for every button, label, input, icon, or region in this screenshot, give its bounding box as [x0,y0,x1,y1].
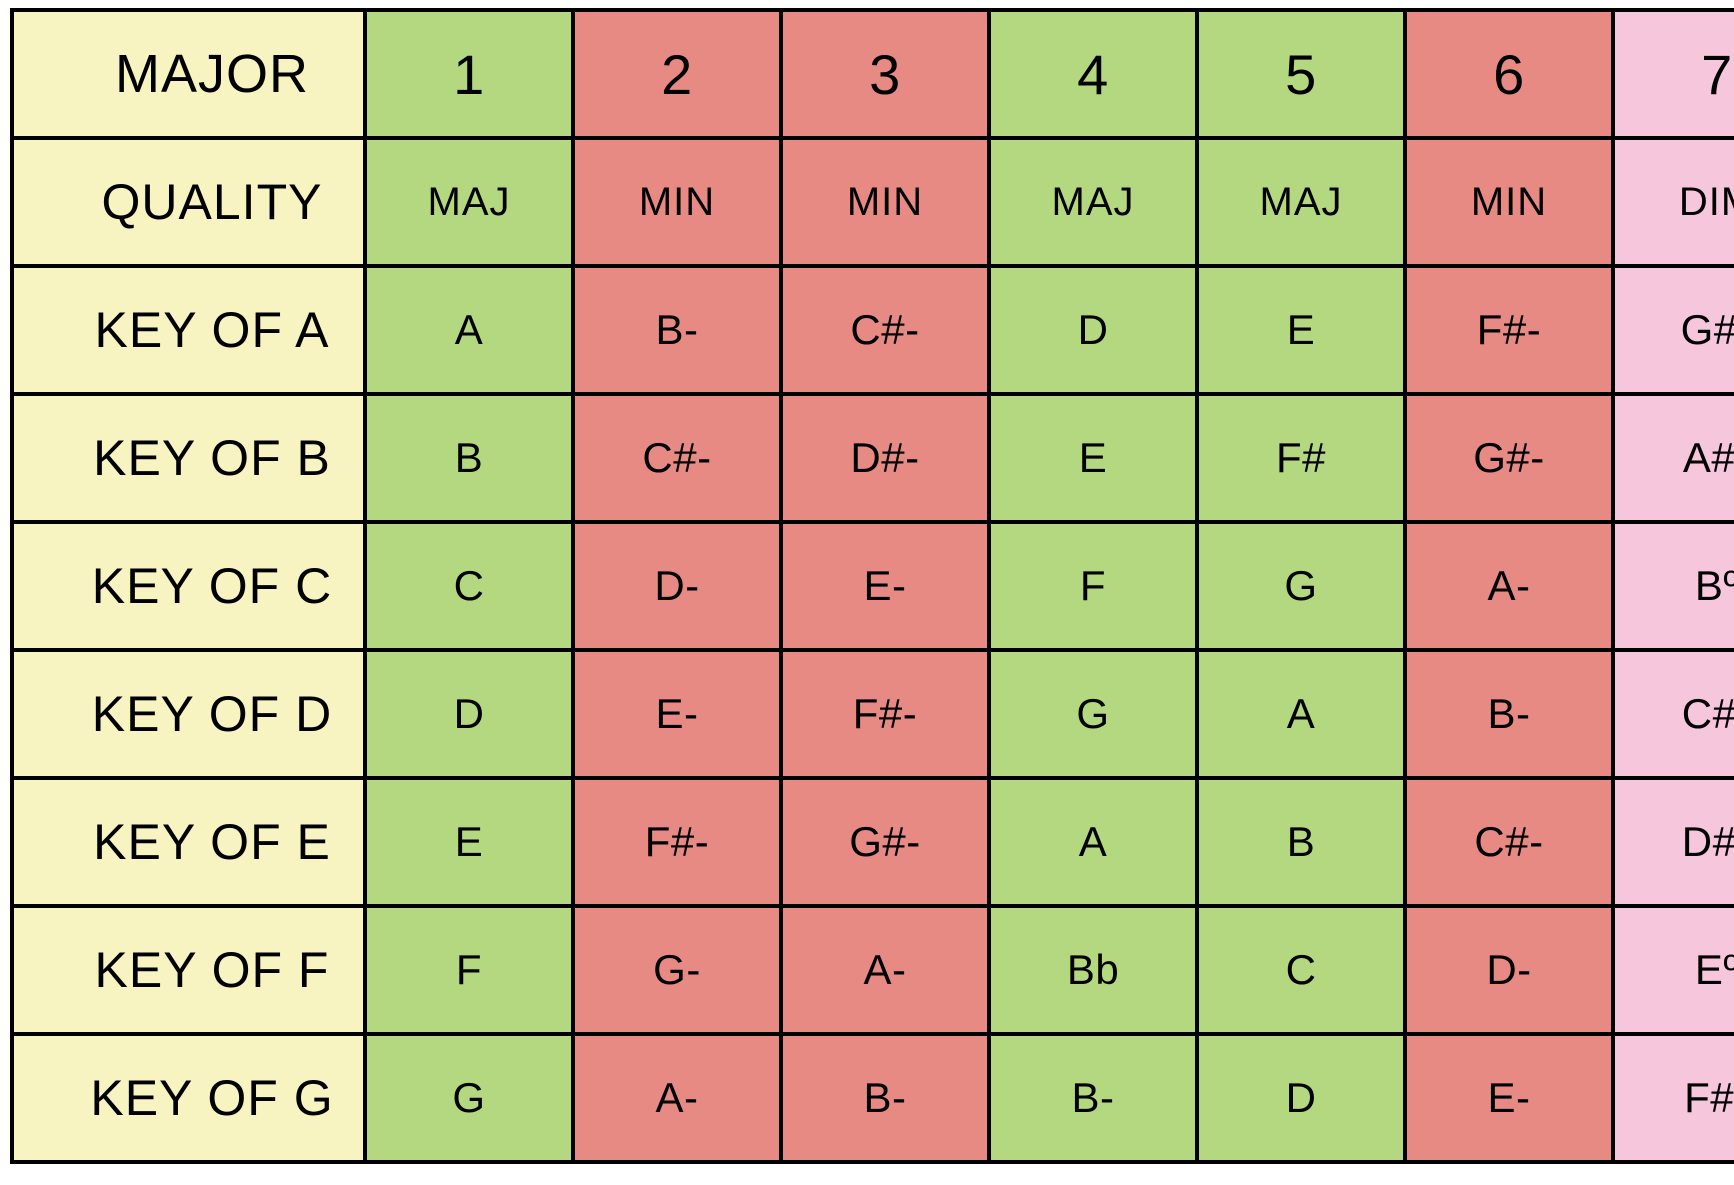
table-row: KEY OF B B C#- D#- E F# G#- A#º [12,394,1734,522]
table-row: KEY OF F F G- A- Bb C D- Eº [12,906,1734,1034]
quality-4: MAJ [989,138,1197,266]
chord-cell: D#º [1613,778,1734,906]
chord-cell: F#º [1613,1034,1734,1162]
chord-cell: Bº [1613,522,1734,650]
degree-4: 4 [989,10,1197,138]
chord-cell: F# [1197,394,1405,522]
table-row: KEY OF C C D- E- F G A- Bº [12,522,1734,650]
header-row: MAJOR 1 2 3 4 5 6 7 [12,10,1734,138]
chord-cell: C [1197,906,1405,1034]
chord-cell: D [1197,1034,1405,1162]
quality-row: QUALITY MAJ MIN MIN MAJ MAJ MIN DIM [12,138,1734,266]
chord-cell: D [365,650,573,778]
chord-cell: Eº [1613,906,1734,1034]
quality-7: DIM [1613,138,1734,266]
quality-label: QUALITY [12,138,365,266]
chord-cell: C [365,522,573,650]
degree-5: 5 [1197,10,1405,138]
chord-cell: F#- [781,650,989,778]
quality-5: MAJ [1197,138,1405,266]
chord-cell: B- [573,266,781,394]
chord-cell: A#º [1613,394,1734,522]
chord-cell: F [365,906,573,1034]
table-row: KEY OF D D E- F#- G A B- C#º [12,650,1734,778]
chord-cell: F#- [573,778,781,906]
chord-cell: C#- [781,266,989,394]
chord-cell: C#º [1613,650,1734,778]
table-row: KEY OF G G A- B- B- D E- F#º [12,1034,1734,1162]
chord-cell: F#- [1405,266,1613,394]
chord-cell: A- [781,906,989,1034]
chord-cell: G [989,650,1197,778]
chord-cell: A- [1405,522,1613,650]
key-label-b: KEY OF B [12,394,365,522]
chord-cell: G#- [781,778,989,906]
chord-cell: G#º [1613,266,1734,394]
chord-cell: G [1197,522,1405,650]
chord-cell: A- [573,1034,781,1162]
key-label-d: KEY OF D [12,650,365,778]
degree-1: 1 [365,10,573,138]
chord-cell: Bb [989,906,1197,1034]
chord-cell: E- [1405,1034,1613,1162]
chord-cell: D#- [781,394,989,522]
degree-7: 7 [1613,10,1734,138]
chord-cell: G#- [1405,394,1613,522]
chord-cell: A [365,266,573,394]
chord-cell: B- [989,1034,1197,1162]
quality-6: MIN [1405,138,1613,266]
quality-3: MIN [781,138,989,266]
chord-cell: C#- [573,394,781,522]
chord-cell: E- [573,650,781,778]
degree-3: 3 [781,10,989,138]
chord-cell: G- [573,906,781,1034]
chord-cell: B [1197,778,1405,906]
chord-cell: G [365,1034,573,1162]
chord-cell: E [365,778,573,906]
chord-cell: A [1197,650,1405,778]
key-label-e: KEY OF E [12,778,365,906]
chord-cell: D- [1405,906,1613,1034]
key-label-g: KEY OF G [12,1034,365,1162]
key-label-f: KEY OF F [12,906,365,1034]
chord-cell: F [989,522,1197,650]
chord-cell: E [1197,266,1405,394]
quality-1: MAJ [365,138,573,266]
key-label-a: KEY OF A [12,266,365,394]
quality-2: MIN [573,138,781,266]
chord-table: MAJOR 1 2 3 4 5 6 7 QUALITY MAJ MIN MIN … [10,8,1734,1164]
degree-6: 6 [1405,10,1613,138]
header-label: MAJOR [12,10,365,138]
chord-cell: B- [781,1034,989,1162]
table-row: KEY OF A A B- C#- D E F#- G#º [12,266,1734,394]
chord-cell: B [365,394,573,522]
degree-2: 2 [573,10,781,138]
chord-cell: E [989,394,1197,522]
chord-cell: B- [1405,650,1613,778]
chord-cell: E- [781,522,989,650]
chord-cell: A [989,778,1197,906]
chord-cell: C#- [1405,778,1613,906]
key-label-c: KEY OF C [12,522,365,650]
table-row: KEY OF E E F#- G#- A B C#- D#º [12,778,1734,906]
chord-cell: D- [573,522,781,650]
chord-cell: D [989,266,1197,394]
